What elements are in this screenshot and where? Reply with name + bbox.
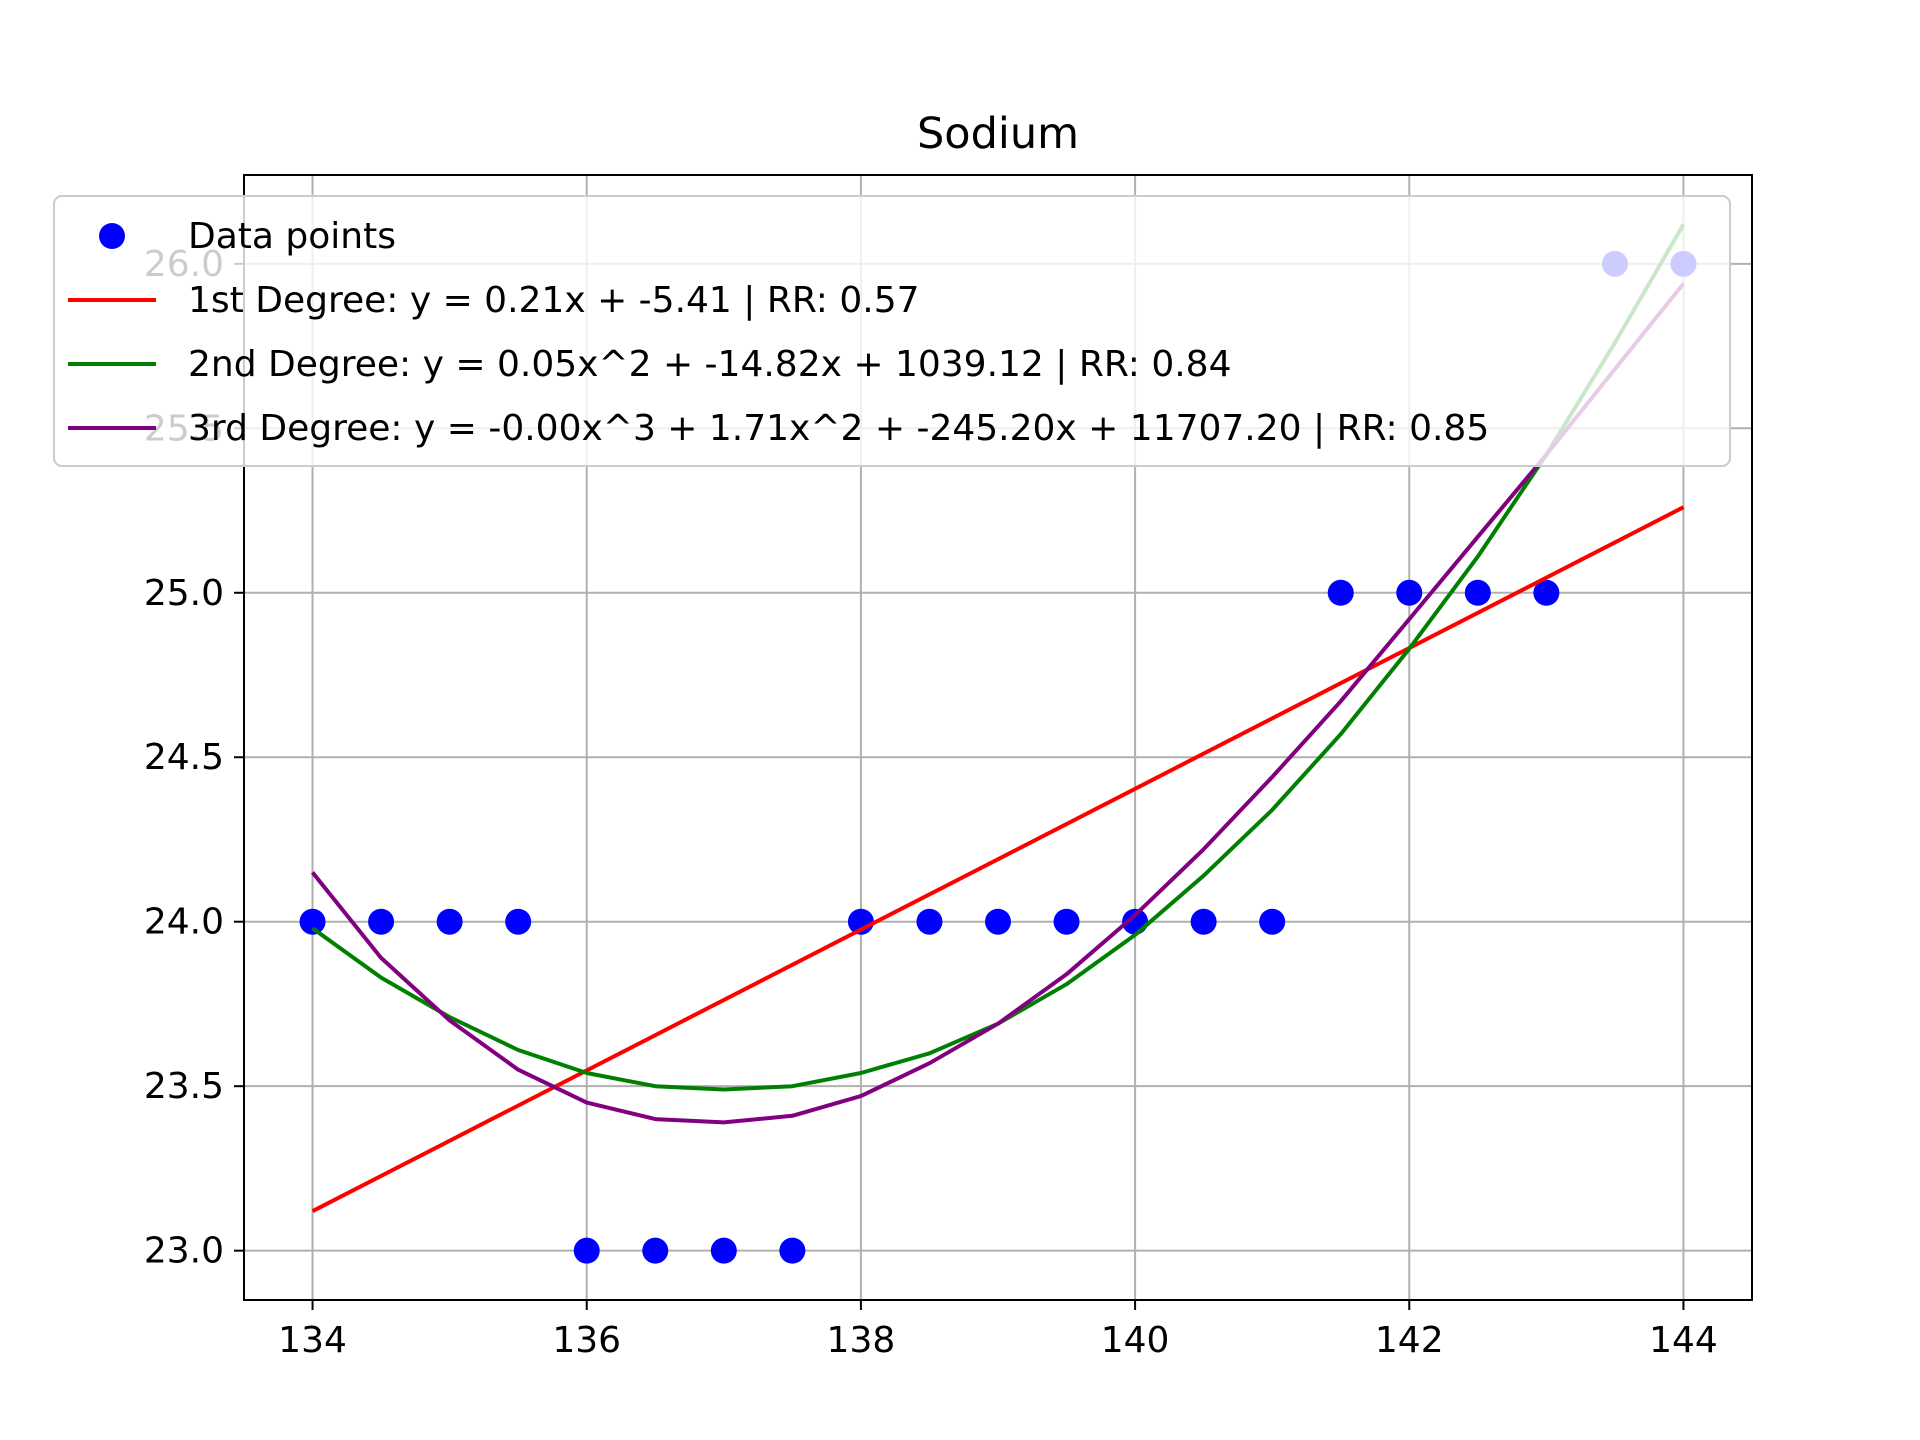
legend-entry: 2nd Degree: y = 0.05x^2 + -14.82x + 1039… [188, 344, 1232, 385]
legend: Data points 1st Degree: y = 0.21x + -5.41… [53, 195, 1731, 467]
x-tick-label: 142 [1375, 1320, 1444, 1361]
axes-frame [243, 174, 1753, 1301]
legend-entry: Data points [188, 216, 396, 257]
plot-series [299, 223, 1697, 1264]
x-tick-label: 144 [1649, 1320, 1718, 1361]
data-point [1533, 579, 1560, 606]
x-tick-label: 140 [1101, 1320, 1170, 1361]
data-point [1396, 579, 1423, 606]
y-tick-label: 24.5 [144, 737, 224, 778]
legend-entry: 3rd Degree: y = -0.00x^3 + 1.71x^2 + -24… [188, 408, 1489, 449]
data-point [436, 908, 463, 935]
data-point [916, 908, 943, 935]
legend-entry: 1st Degree: y = 0.21x + -5.41 | RR: 0.57 [188, 280, 920, 321]
legend-box [53, 195, 1731, 467]
data-point [368, 908, 395, 935]
x-tick-label: 134 [278, 1320, 347, 1361]
data-point [642, 1237, 669, 1264]
x-tick-label: 136 [552, 1320, 621, 1361]
data-point [1259, 908, 1286, 935]
y-tick-label: 24.0 [144, 902, 224, 943]
data-point [779, 1237, 806, 1264]
data-point [1327, 579, 1354, 606]
data-point [573, 1237, 600, 1264]
x-tick-label: 138 [827, 1320, 896, 1361]
data-point [1464, 579, 1491, 606]
y-tick-label: 25.0 [144, 573, 224, 614]
fit-line [311, 505, 1685, 1213]
data-point [299, 908, 326, 935]
data-point [1190, 908, 1217, 935]
y-tick-label: 23.0 [144, 1231, 224, 1272]
legend-marker [99, 223, 125, 249]
data-point [710, 1237, 737, 1264]
data-point [505, 908, 532, 935]
chart-title: Sodium [917, 109, 1079, 159]
y-tick-label: 23.5 [144, 1066, 224, 1107]
fit-line [310, 282, 1686, 1125]
data-point [1053, 908, 1080, 935]
data-point [985, 908, 1011, 935]
